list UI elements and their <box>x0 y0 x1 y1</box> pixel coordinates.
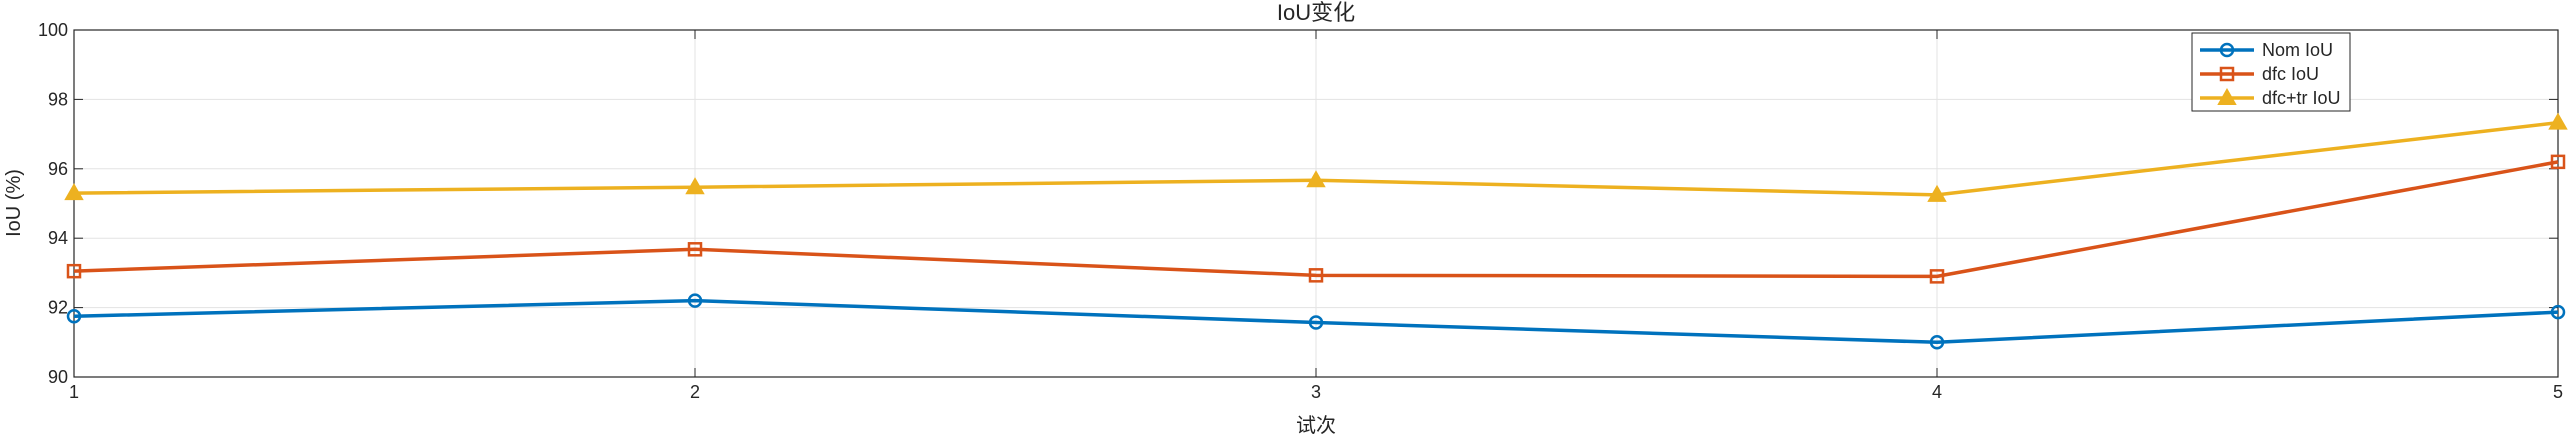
data-point <box>66 309 82 324</box>
data-point <box>1308 315 1324 330</box>
data-point <box>687 293 703 308</box>
legend-marker <box>2217 87 2237 105</box>
legend-marker <box>2219 42 2235 58</box>
series-line <box>73 298 2559 345</box>
x-axis-ticks: 1 2 3 4 5 <box>69 30 2563 402</box>
data-point <box>1929 269 1945 284</box>
series-nom-iou <box>66 293 2566 350</box>
legend: Nom IoU dfc IoU dfc+tr IoU <box>2191 32 2351 112</box>
legend-label: dfc IoU <box>2262 64 2319 84</box>
series-line <box>73 160 2559 279</box>
x-tick-label: 5 <box>2553 382 2563 402</box>
series-layer <box>64 112 2568 350</box>
data-point <box>1929 335 1945 350</box>
y-tick-label: 98 <box>48 89 68 109</box>
chart-title: IoU变化 <box>1277 0 1355 25</box>
data-point <box>1306 170 1326 188</box>
legend-item: Nom IoU <box>2200 40 2333 60</box>
data-point <box>2548 112 2568 130</box>
y-tick-label: 96 <box>48 159 68 179</box>
x-tick-label: 4 <box>1932 382 1942 402</box>
legend-marker <box>2219 66 2235 82</box>
series-dfc-tr-iou <box>64 112 2568 202</box>
data-point <box>2550 304 2566 320</box>
y-axis-ticks: 90 92 94 96 98 100 <box>38 20 2558 387</box>
data-point <box>64 183 84 201</box>
y-tick-label: 94 <box>48 228 68 248</box>
legend-item: dfc IoU <box>2200 64 2319 84</box>
y-axis-title: IoU (%) <box>3 169 25 237</box>
x-tick-label: 2 <box>690 382 700 402</box>
legend-label: Nom IoU <box>2262 40 2333 60</box>
x-tick-label: 1 <box>69 382 79 402</box>
series-dfc-iou <box>66 154 2566 284</box>
x-tick-label: 3 <box>1311 382 1321 402</box>
data-point <box>1308 268 1324 283</box>
legend-label: dfc+tr IoU <box>2262 88 2341 108</box>
y-tick-label: 90 <box>48 367 68 387</box>
data-point <box>2550 154 2566 170</box>
data-point <box>1927 184 1947 202</box>
data-point <box>66 263 82 279</box>
x-axis-title: 试次 <box>1296 414 1336 437</box>
legend-item: dfc+tr IoU <box>2200 87 2341 108</box>
data-point <box>687 242 703 257</box>
data-point <box>685 177 705 195</box>
y-tick-label: 92 <box>48 298 68 318</box>
y-tick-label: 100 <box>38 20 68 40</box>
